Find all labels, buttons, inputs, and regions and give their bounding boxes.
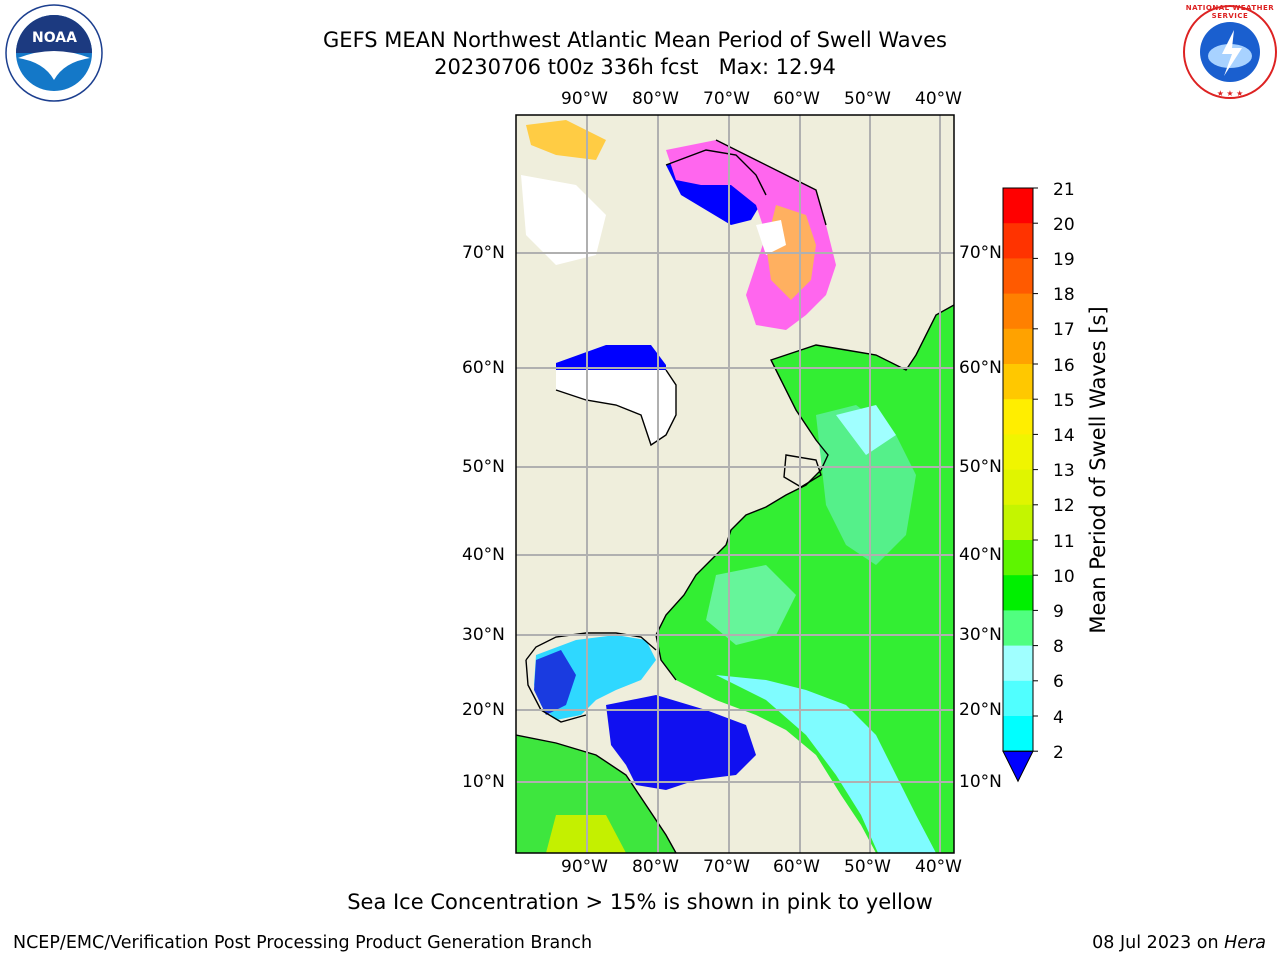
colorbar-segment [1003, 575, 1033, 611]
lon-tick-top: 50°W [844, 89, 891, 109]
hudson-bay-blue [556, 345, 666, 370]
colorbar-segment [1003, 188, 1033, 224]
lon-tick-bottom: 40°W [915, 857, 962, 877]
ocean-field-cyan [716, 675, 936, 853]
nws-logo-graphic: ★ ★ ★ [1183, 5, 1277, 99]
colorbar-segment [1003, 434, 1033, 471]
colorbar-segment [1003, 645, 1033, 682]
footer-credit: NCEP/EMC/Verification Post Processing Pr… [13, 933, 593, 953]
map-subtitle: 20230706 t00z 336h fcst Max: 12.94 [434, 55, 836, 79]
colorbar-segment [1003, 469, 1033, 506]
colorbar-label: 17 [1053, 320, 1075, 340]
colorbar-label: 2 [1053, 743, 1064, 763]
colorbar [1002, 187, 1038, 783]
colorbar-label: 8 [1053, 637, 1064, 657]
lat-tick-left: 40°N [462, 545, 505, 565]
lat-tick-left: 50°N [462, 457, 505, 477]
nws-logo-text: NATIONAL WEATHER SERVICE [1185, 4, 1275, 20]
lat-tick-right: 10°N [959, 772, 1002, 792]
colorbar-label: 19 [1053, 250, 1075, 270]
colorbar-segment [1003, 364, 1033, 400]
lat-tick-left: 10°N [462, 772, 505, 792]
colorbar-label: 14 [1053, 426, 1075, 446]
colorbar-segment [1003, 540, 1033, 576]
sea-ice-note: Sea Ice Concentration > 15% is shown in … [347, 890, 933, 914]
coastlines [516, 139, 954, 853]
colorbar-segment [1003, 293, 1033, 330]
ocean-field-gulf-blue [534, 650, 576, 715]
colorbar-label: 18 [1053, 285, 1075, 305]
lon-tick-bottom: 70°W [703, 857, 750, 877]
colorbar-segment [1003, 680, 1033, 717]
lon-tick-top: 70°W [703, 89, 750, 109]
colorbar-label: 10 [1053, 567, 1075, 587]
colorbar-label: 6 [1053, 672, 1064, 692]
svg-text:★ ★ ★: ★ ★ ★ [1217, 89, 1244, 98]
colorbar-label: 11 [1053, 532, 1075, 552]
colorbar-label: 13 [1053, 461, 1075, 481]
lon-tick-top: 40°W [915, 89, 962, 109]
lon-tick-bottom: 50°W [844, 857, 891, 877]
colorbar-label: 20 [1053, 215, 1075, 235]
lat-tick-right: 60°N [959, 358, 1002, 378]
colorbar-title: Mean Period of Swell Waves [s] [1086, 306, 1110, 634]
ocean-field-cyan-2 [836, 405, 896, 455]
lat-tick-right: 40°N [959, 545, 1002, 565]
colorbar-label: 16 [1053, 356, 1075, 376]
lat-tick-left: 60°N [462, 358, 505, 378]
lon-tick-top: 80°W [632, 89, 679, 109]
lat-tick-left: 20°N [462, 700, 505, 720]
footer-machine: Hera [1224, 933, 1266, 953]
noaa-logo: NOAA [4, 4, 104, 102]
colorbar-segment [1003, 399, 1033, 435]
baffin-white [756, 220, 786, 255]
colorbar-segment [1003, 328, 1033, 365]
colorbar-segment [1003, 504, 1033, 541]
lat-tick-right: 70°N [959, 243, 1002, 263]
footer-date-text: 08 Jul 2023 on [1092, 933, 1225, 953]
lon-tick-bottom: 60°W [773, 857, 820, 877]
lat-tick-right: 20°N [959, 700, 1002, 720]
lat-tick-right: 30°N [959, 625, 1002, 645]
footer-date: 08 Jul 2023 on Hera [1092, 932, 1266, 954]
lat-tick-right: 50°N [959, 457, 1002, 477]
map-title: GEFS MEAN Northwest Atlantic Mean Period… [323, 28, 947, 52]
map-frame [515, 114, 955, 854]
colorbar-label: 21 [1053, 180, 1075, 200]
lon-tick-bottom: 80°W [632, 857, 679, 877]
lat-tick-left: 70°N [462, 243, 505, 263]
noaa-logo-graphic [5, 4, 103, 102]
ocean-field-light [816, 405, 916, 565]
colorbar-extend-arrow [1002, 750, 1034, 783]
colorbar-segment [1003, 258, 1033, 295]
colorbar-segment [1003, 610, 1033, 647]
lat-tick-left: 30°N [462, 625, 505, 645]
colorbar-label: 9 [1053, 602, 1064, 622]
arctic-white [521, 175, 606, 265]
ocean-field-caribbean [606, 695, 756, 790]
colorbar-label: 15 [1053, 391, 1075, 411]
colorbar-label: 12 [1053, 496, 1075, 516]
nws-logo: ★ ★ ★ NATIONAL WEATHER SERVICE [1182, 4, 1278, 100]
lon-tick-top: 90°W [561, 89, 608, 109]
lon-tick-bottom: 90°W [561, 857, 608, 877]
noaa-logo-text: NOAA [32, 30, 77, 46]
lon-tick-top: 60°W [773, 89, 820, 109]
colorbar-segment [1003, 223, 1033, 259]
map-plot [515, 114, 955, 854]
colorbar-segment [1003, 716, 1033, 752]
graticule [516, 115, 954, 853]
colorbar-label: 4 [1053, 708, 1064, 728]
